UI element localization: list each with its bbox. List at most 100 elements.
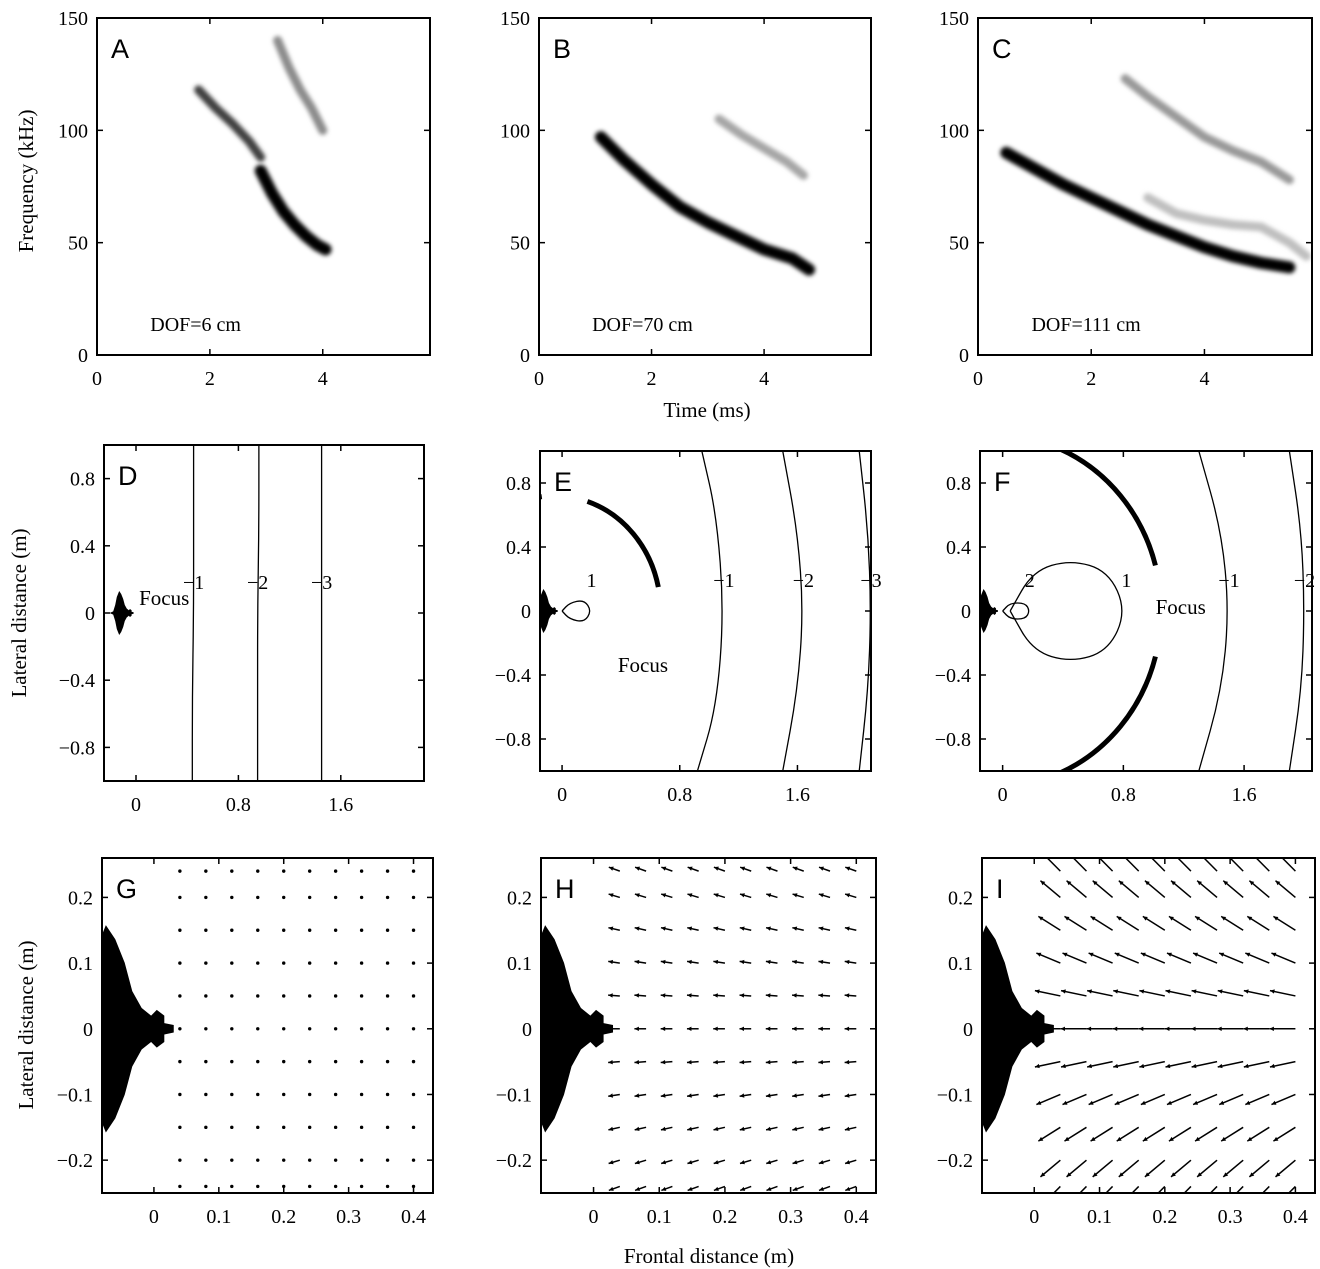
vector-point xyxy=(385,1158,390,1162)
vector-head xyxy=(1144,880,1150,886)
vector-head xyxy=(634,893,640,898)
vector-head xyxy=(1269,989,1275,994)
spectrogram-ridge xyxy=(1120,74,1294,185)
vector-head xyxy=(1092,880,1098,886)
y-tick-label: 0.4 xyxy=(506,537,531,559)
vector-point xyxy=(178,1092,182,1097)
panel-letter: G xyxy=(116,874,137,904)
vector-point xyxy=(385,1059,390,1064)
vector-head xyxy=(1094,853,1099,858)
vector-head xyxy=(1061,989,1066,994)
vector-point xyxy=(359,869,364,873)
vector-head xyxy=(1245,1100,1251,1105)
vector-head xyxy=(1147,1200,1152,1205)
vector-point xyxy=(333,1158,338,1162)
vector-point xyxy=(359,961,364,965)
vector-point xyxy=(333,869,338,873)
vector-head xyxy=(713,1186,719,1191)
vector-head xyxy=(739,1059,745,1065)
x-tick-label: 0.3 xyxy=(336,1206,361,1228)
x-tick-label: 1.6 xyxy=(785,784,810,806)
vector-head xyxy=(608,866,614,871)
vector-head xyxy=(608,1126,614,1132)
vector-point xyxy=(411,1027,416,1031)
focus-label: Focus xyxy=(139,586,189,610)
plot-area xyxy=(541,866,857,1192)
vector-head xyxy=(766,926,771,931)
vector-head xyxy=(1199,853,1204,858)
vector-head xyxy=(1197,880,1202,886)
vector-head xyxy=(1118,880,1124,886)
frequency-axis-title: Frequency (kHz) xyxy=(14,110,38,253)
vector-head xyxy=(765,959,771,965)
vector-head xyxy=(687,926,693,931)
vector-point xyxy=(178,1059,182,1064)
y-tick-label: 0.2 xyxy=(948,887,973,909)
vector-head xyxy=(1251,853,1256,858)
vector-head xyxy=(766,893,772,898)
vector-head xyxy=(1090,1136,1096,1142)
contour-line xyxy=(1002,602,1030,620)
vector-point xyxy=(282,961,286,965)
vector-head xyxy=(1168,1136,1174,1142)
vector-head xyxy=(792,1059,797,1065)
contour-line xyxy=(858,451,871,771)
vector-point xyxy=(178,1027,182,1031)
vector-head xyxy=(608,959,614,965)
vector-point xyxy=(230,895,234,900)
vector-head xyxy=(739,1026,744,1031)
vector-point xyxy=(359,1092,364,1097)
vector-head xyxy=(1034,1063,1040,1069)
plot-area xyxy=(1000,74,1311,274)
vector-arrow xyxy=(1176,858,1192,872)
vector-head xyxy=(1062,1100,1068,1105)
y-tick-label: 150 xyxy=(939,8,969,30)
x-tick-label: 0.3 xyxy=(778,1206,803,1228)
x-tick-label: 0 xyxy=(557,784,567,806)
vector-head xyxy=(765,993,771,998)
panel-i: 0 0.1 0.2 0.3 0.4 0.2 0.1 0 −0.1 −0.2 I xyxy=(937,853,1316,1228)
vector-point xyxy=(204,1125,208,1130)
vector-arrow xyxy=(1255,858,1270,872)
axes-frame xyxy=(981,857,1316,1194)
vector-head xyxy=(818,1126,824,1132)
x-tick-label: 0 xyxy=(131,794,141,816)
contour-label: −3 xyxy=(311,572,332,594)
vector-head xyxy=(1275,880,1281,886)
vector-head xyxy=(1243,1026,1248,1031)
vector-head xyxy=(740,1186,746,1191)
contour-label: 1 xyxy=(586,570,596,592)
y-tick-label: −0.1 xyxy=(496,1084,532,1106)
y-tick-label: −0.8 xyxy=(495,729,531,751)
vector-point xyxy=(178,895,182,900)
vector-head xyxy=(1038,1136,1044,1142)
vector-head xyxy=(844,1026,850,1031)
vector-head xyxy=(608,1186,614,1191)
axes-frame xyxy=(538,17,872,356)
vector-head xyxy=(713,926,719,931)
vector-point xyxy=(385,1027,390,1031)
y-tick-label: 0.2 xyxy=(507,887,532,909)
vector-head xyxy=(1243,1063,1249,1069)
vector-head xyxy=(739,1126,745,1132)
panel-b: 0 2 4 0 50 100 150 DOF=70 cm B xyxy=(500,8,872,390)
vector-head xyxy=(634,1093,640,1098)
vector-head xyxy=(661,1160,667,1165)
vector-head xyxy=(792,1026,797,1031)
vector-point xyxy=(282,1092,286,1097)
vector-head xyxy=(1061,1063,1066,1069)
vector-head xyxy=(686,1026,692,1031)
vector-head xyxy=(1217,1063,1223,1069)
vector-head xyxy=(844,993,850,998)
vector-head xyxy=(1139,989,1145,994)
vector-head xyxy=(660,993,666,998)
y-tick-label: 100 xyxy=(939,120,969,142)
y-tick-label: 0 xyxy=(963,1019,973,1041)
vector-head xyxy=(1147,853,1152,858)
panel-letter: B xyxy=(553,34,571,64)
plot-area xyxy=(980,451,1305,771)
vector-head xyxy=(1166,1100,1172,1105)
vector-head xyxy=(1193,952,1199,957)
vector-head xyxy=(660,1126,666,1132)
vector-head xyxy=(1247,916,1253,921)
